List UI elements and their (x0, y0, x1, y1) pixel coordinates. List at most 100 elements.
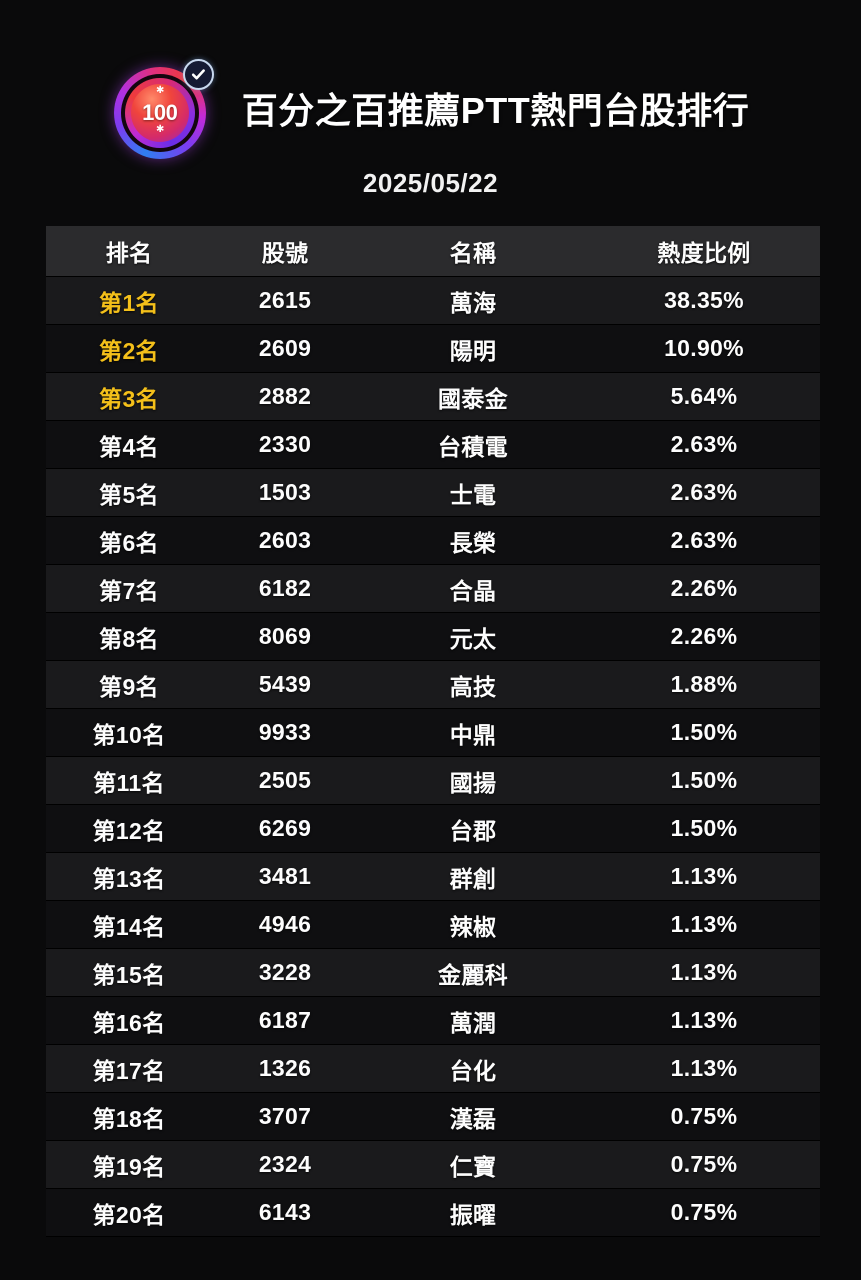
table-row[interactable]: 第9名 5439 高技 1.88% (46, 661, 820, 709)
stock-name-cell: 金麗科 (438, 961, 508, 988)
stock-code-cell: 8069 (258, 623, 312, 649)
heat-ratio-cell: 2.63% (670, 527, 738, 553)
table-row[interactable]: 第11名 2505 國揚 1.50% (46, 757, 820, 805)
stock-name-cell: 萬潤 (449, 1009, 497, 1036)
rank-cell: 第17名 (92, 1057, 166, 1084)
table-row[interactable]: 第6名 2603 長榮 2.63% (46, 517, 820, 565)
logo-number: 100 (142, 100, 178, 125)
table-row[interactable]: 第3名 2882 國泰金 5.64% (46, 373, 820, 421)
heat-ratio-cell: 2.26% (670, 623, 738, 649)
stock-code-cell: 2330 (258, 431, 312, 457)
stock-code-cell: 2609 (258, 335, 312, 361)
stock-code-cell: 2615 (258, 287, 312, 313)
logo-star-icon: ✱ (156, 85, 165, 96)
table-row[interactable]: 第19名 2324 仁寶 0.75% (46, 1141, 820, 1189)
rank-cell: 第2名 (99, 337, 159, 364)
stock-name-cell: 中鼎 (449, 721, 497, 748)
table-row[interactable]: 第20名 6143 振曜 0.75% (46, 1189, 820, 1237)
heat-ratio-cell: 2.63% (670, 479, 738, 505)
rank-cell: 第20名 (92, 1201, 166, 1228)
stock-name-cell: 仁寶 (449, 1153, 497, 1180)
table-row[interactable]: 第13名 3481 群創 1.13% (46, 853, 820, 901)
stock-code-cell: 3228 (258, 959, 312, 985)
stock-name-cell: 群創 (449, 865, 497, 892)
ranking-table: 排名 股號 名稱 熱度比例 第1名 2615 萬海 38.35% 第2名 2609 陽明 10… (46, 226, 820, 1237)
rank-cell: 第3名 (99, 385, 159, 412)
table-row[interactable]: 第16名 6187 萬潤 1.13% (46, 997, 820, 1045)
verified-check-icon (182, 59, 214, 90)
rank-cell: 第16名 (92, 1009, 166, 1036)
rank-cell: 第1名 (99, 289, 159, 316)
stock-code-cell: 2324 (258, 1151, 312, 1177)
rank-cell: 第11名 (93, 769, 165, 796)
brand-logo: 100 ✱ ✱ (112, 59, 216, 163)
stock-code-cell: 3707 (258, 1103, 312, 1129)
heat-ratio-cell: 1.88% (670, 671, 738, 697)
table-row[interactable]: 第17名 1326 台化 1.13% (46, 1045, 820, 1093)
heat-ratio-cell: 1.50% (670, 767, 738, 793)
stock-code-cell: 6182 (258, 575, 312, 601)
stock-name-cell: 振曜 (449, 1201, 497, 1228)
rank-cell: 第8名 (99, 625, 159, 652)
rank-cell: 第5名 (99, 481, 159, 508)
stock-name-cell: 萬海 (449, 289, 497, 316)
heat-ratio-cell: 0.75% (670, 1103, 738, 1129)
heat-ratio-cell: 2.63% (670, 431, 738, 457)
table-row[interactable]: 第14名 4946 辣椒 1.13% (46, 901, 820, 949)
heat-ratio-cell: 0.75% (670, 1151, 738, 1177)
table-row[interactable]: 第18名 3707 漢磊 0.75% (46, 1093, 820, 1141)
stock-code-cell: 1326 (258, 1055, 312, 1081)
stock-code-cell: 5439 (258, 671, 312, 697)
stock-name-cell: 元太 (449, 625, 497, 652)
table-body: 第1名 2615 萬海 38.35% 第2名 2609 陽明 10.90% 第3名 2882 國泰金… (46, 277, 820, 1237)
heat-ratio-cell: 1.13% (670, 1007, 738, 1033)
table-row[interactable]: 第7名 6182 合晶 2.26% (46, 565, 820, 613)
stock-name-cell: 陽明 (449, 337, 497, 364)
table-row[interactable]: 第12名 6269 台郡 1.50% (46, 805, 820, 853)
rank-cell: 第12名 (92, 817, 166, 844)
rank-cell: 第13名 (92, 865, 166, 892)
stock-code-cell: 2603 (258, 527, 312, 553)
rank-cell: 第9名 (99, 673, 159, 700)
column-header-heat-ratio: 熱度比例 (657, 240, 751, 266)
table-row[interactable]: 第1名 2615 萬海 38.35% (46, 277, 820, 325)
stock-code-cell: 6187 (258, 1007, 312, 1033)
rank-cell: 第6名 (99, 529, 159, 556)
rank-cell: 第14名 (92, 913, 166, 940)
table-row[interactable]: 第2名 2609 陽明 10.90% (46, 325, 820, 373)
table-row[interactable]: 第8名 8069 元太 2.26% (46, 613, 820, 661)
stock-code-cell: 6269 (258, 815, 312, 841)
title-block: 百分之百推薦PTT熱門台股排行 (242, 90, 750, 131)
heat-ratio-cell: 1.50% (670, 815, 738, 841)
stock-code-cell: 2505 (258, 767, 312, 793)
table-row[interactable]: 第4名 2330 台積電 2.63% (46, 421, 820, 469)
heat-ratio-cell: 38.35% (664, 287, 744, 313)
stock-name-cell: 國揚 (449, 769, 497, 796)
rank-cell: 第7名 (99, 577, 159, 604)
page-header: 100 ✱ ✱ 百分之百推薦PTT熱門台股排行 (0, 52, 861, 170)
rank-cell: 第10名 (92, 721, 166, 748)
column-header-code: 股號 (261, 240, 309, 266)
stock-name-cell: 台化 (449, 1057, 497, 1084)
page-title: 百分之百推薦PTT熱門台股排行 (241, 90, 750, 132)
table-row[interactable]: 第10名 9933 中鼎 1.50% (46, 709, 820, 757)
heat-ratio-cell: 1.13% (670, 1055, 738, 1081)
report-date: 2025/05/22 (362, 168, 499, 198)
stock-name-cell: 台積電 (438, 433, 508, 460)
stock-name-cell: 合晶 (449, 577, 497, 604)
heat-ratio-cell: 2.26% (670, 575, 738, 601)
heat-ratio-cell: 1.13% (670, 959, 738, 985)
rank-cell: 第19名 (92, 1153, 166, 1180)
table-row[interactable]: 第15名 3228 金麗科 1.13% (46, 949, 820, 997)
rank-cell: 第15名 (92, 961, 166, 988)
stock-code-cell: 6143 (258, 1199, 312, 1225)
stock-name-cell: 台郡 (449, 817, 497, 844)
heat-ratio-cell: 5.64% (670, 383, 738, 409)
stock-name-cell: 高技 (449, 673, 497, 700)
stock-code-cell: 2882 (258, 383, 312, 409)
heat-ratio-cell: 1.13% (670, 863, 738, 889)
stock-name-cell: 漢磊 (449, 1105, 497, 1132)
table-row[interactable]: 第5名 1503 士電 2.63% (46, 469, 820, 517)
column-header-name: 名稱 (449, 240, 497, 266)
